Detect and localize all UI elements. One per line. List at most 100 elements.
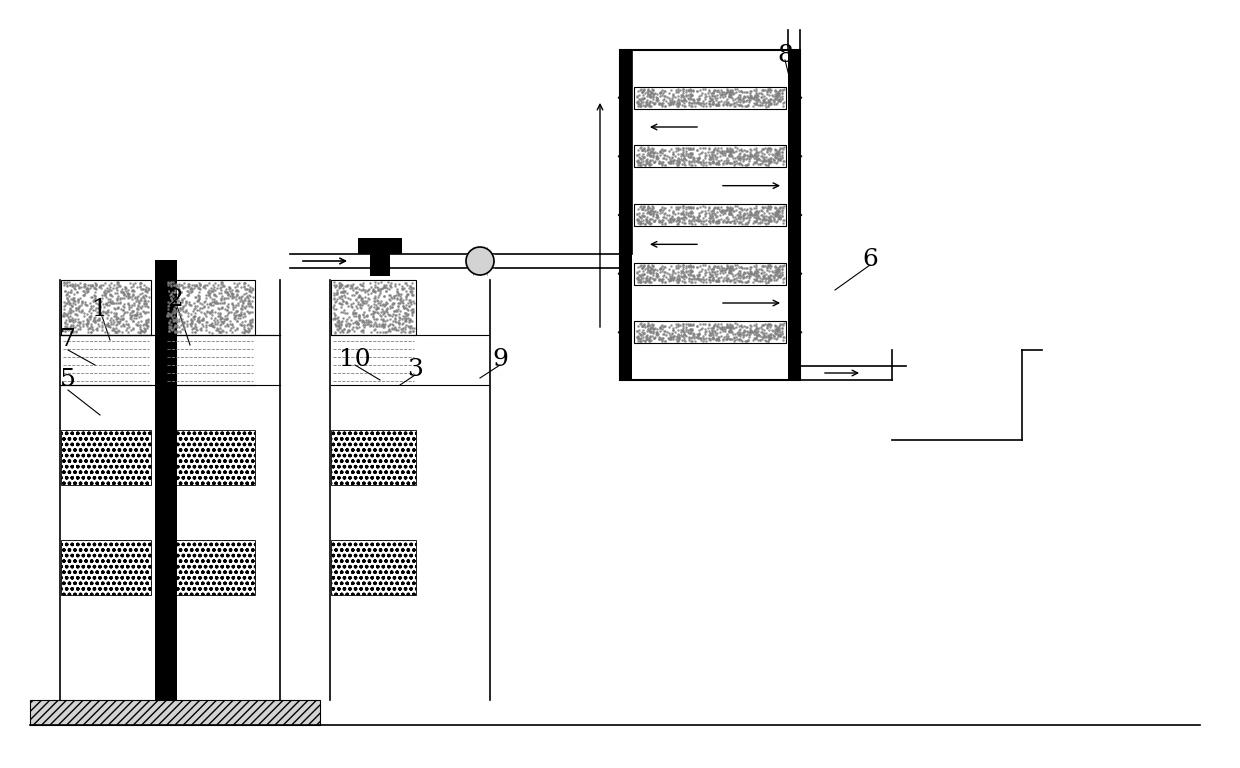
Point bbox=[136, 314, 156, 326]
Point bbox=[234, 281, 254, 293]
Point bbox=[355, 311, 374, 323]
Point bbox=[743, 209, 763, 221]
Point bbox=[371, 310, 391, 322]
Point bbox=[367, 320, 387, 333]
Point bbox=[629, 332, 649, 344]
Point bbox=[667, 266, 687, 278]
Point bbox=[217, 326, 237, 338]
Point bbox=[673, 150, 693, 162]
Point bbox=[663, 215, 683, 227]
Point bbox=[722, 319, 742, 331]
Point bbox=[191, 302, 211, 314]
Point bbox=[636, 320, 656, 333]
Point bbox=[740, 94, 760, 106]
Point bbox=[713, 262, 733, 274]
Point bbox=[770, 329, 790, 341]
Point bbox=[738, 266, 758, 278]
Point bbox=[236, 310, 255, 322]
Point bbox=[197, 286, 217, 298]
Point bbox=[392, 323, 412, 335]
Point bbox=[681, 323, 701, 335]
Point bbox=[749, 87, 769, 99]
Point bbox=[205, 306, 224, 318]
Point bbox=[367, 301, 387, 313]
Point bbox=[678, 272, 698, 284]
Point bbox=[724, 276, 744, 288]
Point bbox=[73, 319, 93, 332]
Point bbox=[680, 327, 699, 339]
Point bbox=[730, 269, 750, 281]
Point bbox=[88, 313, 108, 326]
Point bbox=[658, 97, 678, 109]
Point bbox=[689, 266, 709, 278]
Point bbox=[707, 202, 727, 214]
Point bbox=[219, 306, 239, 318]
Point bbox=[97, 306, 117, 319]
Point bbox=[68, 316, 88, 328]
Point bbox=[681, 147, 701, 159]
Point bbox=[732, 85, 751, 98]
Point bbox=[662, 211, 682, 223]
Point bbox=[717, 84, 737, 96]
Point bbox=[759, 94, 779, 107]
Point bbox=[95, 289, 115, 301]
Point bbox=[673, 261, 693, 273]
Point bbox=[632, 151, 652, 164]
Point bbox=[98, 284, 118, 296]
Point bbox=[188, 293, 208, 306]
Point bbox=[136, 286, 156, 298]
Point bbox=[684, 159, 704, 171]
Point bbox=[672, 271, 692, 283]
Point bbox=[83, 280, 103, 292]
Point bbox=[689, 151, 709, 164]
Point bbox=[136, 319, 156, 331]
Point bbox=[720, 260, 740, 273]
Point bbox=[770, 84, 790, 97]
Point bbox=[644, 206, 663, 218]
Point bbox=[681, 323, 701, 335]
Point bbox=[131, 287, 151, 300]
Point bbox=[114, 292, 134, 304]
Point bbox=[766, 148, 786, 161]
Point bbox=[653, 84, 673, 97]
Point bbox=[346, 294, 366, 306]
Point bbox=[241, 319, 260, 331]
Point bbox=[169, 294, 188, 306]
Point bbox=[402, 303, 422, 315]
Point bbox=[764, 95, 784, 108]
Point bbox=[360, 320, 379, 333]
Point bbox=[692, 275, 712, 287]
Point bbox=[676, 142, 696, 154]
Point bbox=[342, 282, 362, 294]
Point bbox=[663, 146, 683, 158]
Point bbox=[725, 217, 745, 229]
Point bbox=[210, 313, 229, 326]
Point bbox=[74, 280, 94, 292]
Point bbox=[711, 323, 730, 335]
Point bbox=[708, 333, 728, 346]
Point bbox=[676, 318, 696, 330]
Point bbox=[682, 100, 702, 112]
Point bbox=[702, 94, 722, 107]
Point bbox=[650, 333, 670, 345]
Point bbox=[343, 306, 363, 318]
Point bbox=[728, 326, 748, 338]
Point bbox=[725, 276, 745, 288]
Point bbox=[350, 314, 370, 326]
Point bbox=[62, 314, 82, 326]
Point bbox=[756, 214, 776, 226]
Point bbox=[683, 270, 703, 282]
Point bbox=[56, 326, 76, 338]
Point bbox=[339, 310, 358, 323]
Point bbox=[60, 315, 79, 327]
Point bbox=[641, 325, 661, 337]
Point bbox=[646, 152, 666, 164]
Point bbox=[734, 96, 754, 108]
Point bbox=[748, 270, 768, 283]
Point bbox=[738, 321, 758, 333]
Point bbox=[724, 270, 744, 282]
Point bbox=[640, 272, 660, 284]
Point bbox=[692, 99, 712, 111]
Point bbox=[211, 276, 231, 288]
Point bbox=[193, 280, 213, 292]
